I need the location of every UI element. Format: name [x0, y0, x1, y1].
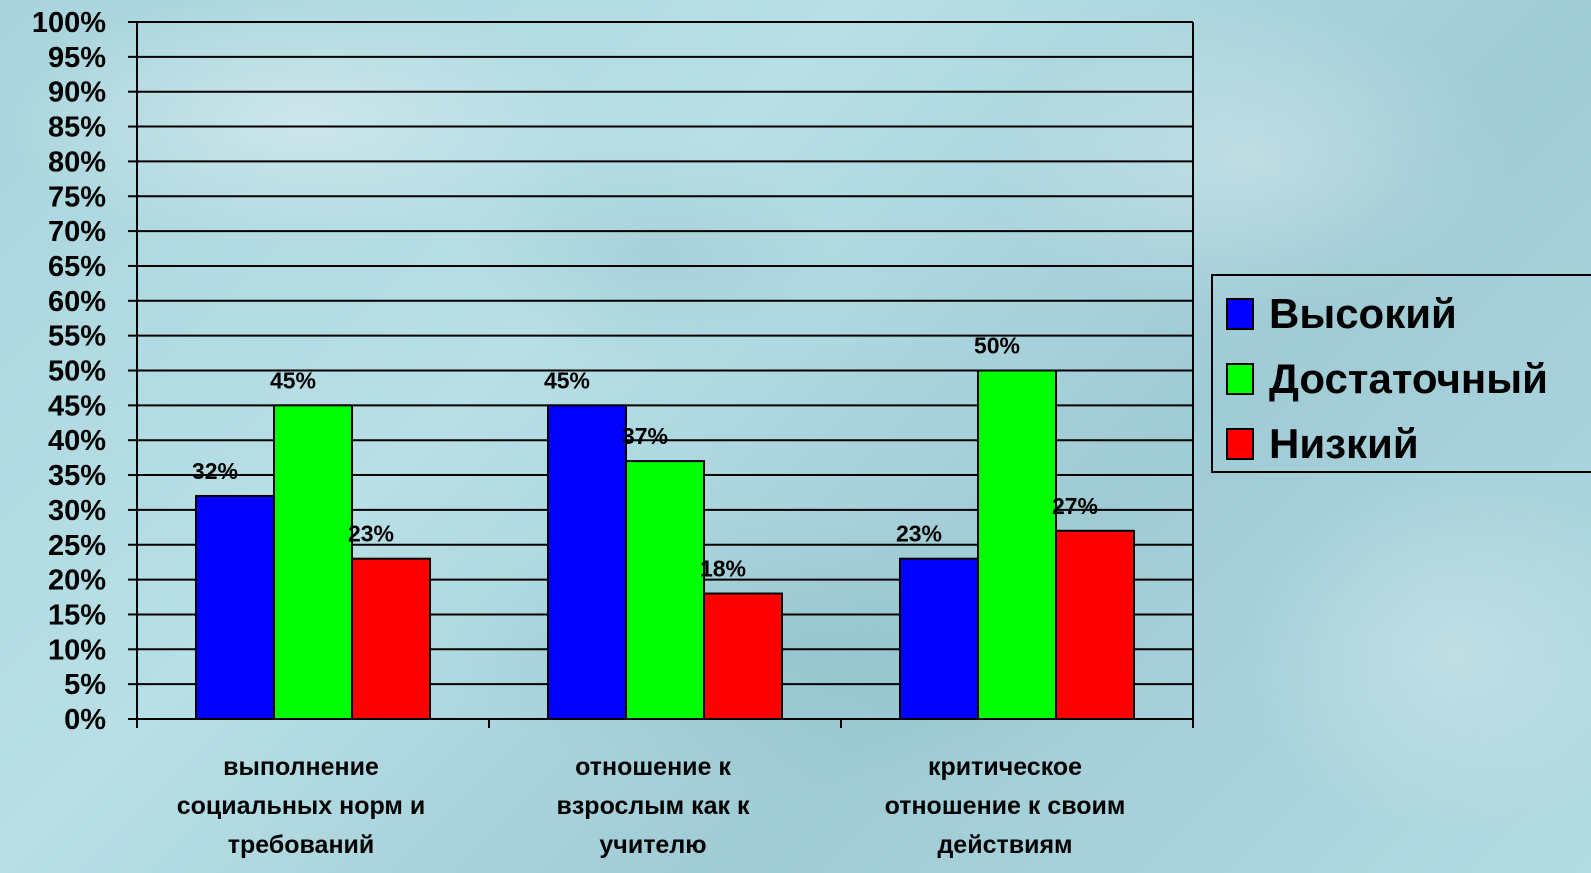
- bar: [625, 460, 705, 720]
- y-tick-label: 75%: [48, 181, 106, 213]
- y-tick-label: 60%: [48, 286, 106, 318]
- data-label: 50%: [974, 333, 1020, 359]
- legend-label: Высокий: [1269, 290, 1457, 337]
- y-tick-label: 15%: [48, 599, 106, 631]
- y-tick-label: 40%: [48, 425, 106, 457]
- legend-box: [1211, 274, 1591, 473]
- category-label: выполнение: [223, 753, 379, 781]
- y-tick-label: 70%: [48, 216, 106, 248]
- bar: [977, 369, 1057, 720]
- y-tick-label: 20%: [48, 565, 106, 597]
- axes: [128, 21, 1194, 728]
- y-tick-label: 85%: [48, 112, 106, 144]
- y-tick-label: 80%: [48, 146, 106, 178]
- bar: [899, 557, 979, 720]
- category-label: критическое: [928, 753, 1082, 781]
- y-tick-label: 0%: [64, 704, 106, 736]
- data-labels: 32% 45% 23% 45% 37% 18% 23% 50% 27%: [192, 333, 1098, 582]
- category-label: отношение к своим: [885, 792, 1126, 820]
- bar: [195, 494, 275, 720]
- bar: [273, 404, 353, 720]
- bar: [703, 592, 783, 720]
- y-tick-label: 10%: [48, 634, 106, 666]
- y-axis-tick-labels: 0%5%10%15%20%25%30%35%40%45%50%55%60%65%…: [32, 7, 106, 736]
- y-tick-label: 65%: [48, 251, 106, 283]
- category-label: отношение к: [575, 753, 731, 781]
- y-tick-label: 90%: [48, 77, 106, 109]
- legend-label: Достаточный: [1269, 355, 1548, 402]
- bar: [1055, 529, 1135, 720]
- y-tick-label: 100%: [32, 7, 106, 39]
- y-tick-label: 5%: [64, 669, 106, 701]
- y-tick-label: 95%: [48, 42, 106, 74]
- data-label: 27%: [1052, 493, 1098, 519]
- category-label: учителю: [599, 831, 706, 859]
- legend-swatch: [1226, 428, 1254, 460]
- y-tick-label: 30%: [48, 495, 106, 527]
- category-labels: выполнение социальных норм и требований отн…: [177, 753, 1126, 859]
- y-tick-label: 55%: [48, 321, 106, 353]
- category-label: взрослым как к: [557, 792, 750, 820]
- bar: [547, 404, 627, 720]
- legend-swatch: [1226, 298, 1254, 330]
- legend: Высокий Достаточный Низкий: [1211, 274, 1591, 473]
- legend-label: Низкий: [1269, 420, 1419, 467]
- data-label: 23%: [896, 521, 942, 547]
- data-label: 45%: [544, 367, 590, 393]
- legend-swatch: [1226, 363, 1254, 395]
- data-label: 23%: [348, 521, 394, 547]
- data-label: 32%: [192, 458, 238, 484]
- data-label: 37%: [622, 423, 668, 449]
- y-tick-label: 35%: [48, 460, 106, 492]
- y-tick-label: 45%: [48, 390, 106, 422]
- data-label: 45%: [270, 367, 316, 393]
- bar: [351, 557, 431, 720]
- y-tick-label: 25%: [48, 530, 106, 562]
- category-label: требований: [228, 831, 375, 859]
- y-tick-label: 50%: [48, 356, 106, 388]
- category-label: социальных норм и: [177, 792, 426, 820]
- category-label: действиям: [937, 831, 1072, 859]
- data-label: 18%: [700, 556, 746, 582]
- bars: [195, 369, 1135, 720]
